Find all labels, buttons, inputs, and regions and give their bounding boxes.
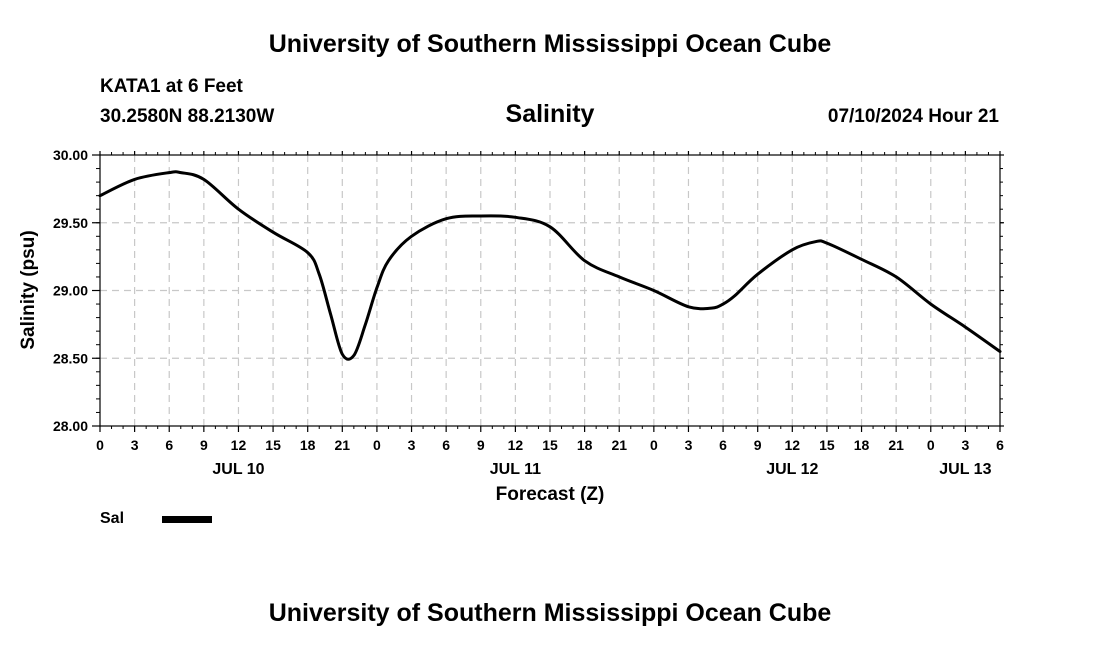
x-tick-label: 0	[650, 437, 658, 453]
x-tick-label: 18	[300, 437, 316, 453]
legend-swatch	[162, 516, 212, 523]
x-day-label: JUL 10	[212, 461, 264, 478]
x-tick-label: 12	[231, 437, 247, 453]
x-tick-label: 18	[577, 437, 593, 453]
legend-label: Sal	[100, 510, 125, 527]
x-tick-label: 9	[754, 437, 762, 453]
x-tick-label: 0	[373, 437, 381, 453]
x-tick-label: 21	[335, 437, 351, 453]
x-tick-label: 15	[265, 437, 281, 453]
x-tick-label: 3	[961, 437, 969, 453]
axis-labels: 0 3 6 9 12 15 18 21 0 3 6 9 12 15 18 21 0 3 6 9 12 15 18 21 0 3 6J…	[53, 147, 1004, 478]
x-tick-label: 21	[611, 437, 627, 453]
y-tick-label: 28.00	[53, 418, 88, 434]
x-tick-label: 6	[719, 437, 727, 453]
axis-ticks	[92, 151, 1004, 432]
x-tick-label: 15	[542, 437, 558, 453]
x-tick-label: 21	[888, 437, 904, 453]
x-tick-label: 6	[442, 437, 450, 453]
x-tick-label: 18	[854, 437, 870, 453]
station-label: KATA1 at 6 Feet	[100, 76, 243, 97]
footer-title: University of Southern Mississippi Ocean…	[268, 599, 832, 627]
x-tick-label: 12	[508, 437, 524, 453]
x-tick-label: 3	[408, 437, 416, 453]
x-tick-label: 12	[785, 437, 801, 453]
grid-lines	[100, 155, 1000, 426]
x-day-label: JUL 12	[766, 461, 818, 478]
parameter-title: Salinity	[505, 100, 595, 128]
x-tick-label: 6	[996, 437, 1004, 453]
salinity-series-line	[98, 170, 1002, 361]
x-day-label: JUL 11	[490, 461, 541, 478]
y-axis-title: Salinity (psu)	[18, 230, 39, 349]
x-tick-label: 15	[819, 437, 835, 453]
x-day-label: JUL 13	[939, 461, 991, 478]
y-tick-label: 28.50	[53, 350, 88, 366]
x-tick-label: 0	[96, 437, 104, 453]
y-tick-label: 29.00	[53, 283, 88, 299]
x-tick-label: 9	[200, 437, 208, 453]
x-tick-label: 3	[685, 437, 693, 453]
x-tick-label: 6	[165, 437, 173, 453]
y-tick-label: 30.00	[53, 147, 88, 163]
x-tick-label: 0	[927, 437, 935, 453]
x-axis-title: Forecast (Z)	[496, 484, 605, 505]
x-tick-label: 3	[131, 437, 139, 453]
forecast-datetime: 07/10/2024 Hour 21	[827, 106, 999, 127]
x-tick-label: 9	[477, 437, 485, 453]
station-coordinates: 30.2580N 88.2130W	[100, 106, 275, 127]
chart-title: University of Southern Mississippi Ocean…	[268, 30, 832, 58]
y-tick-label: 29.50	[53, 215, 88, 231]
